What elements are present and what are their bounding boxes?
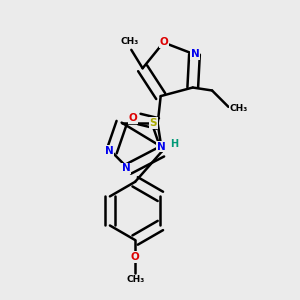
Text: CH₃: CH₃ [121,37,139,46]
Text: O: O [131,252,140,262]
Text: N: N [122,163,130,173]
Text: N: N [105,146,114,156]
Text: CH₃: CH₃ [126,275,144,284]
Text: CH₃: CH₃ [230,104,248,113]
Text: H: H [170,139,178,149]
Text: N: N [157,142,166,152]
Text: O: O [160,37,169,47]
Text: S: S [149,118,157,128]
Text: N: N [191,50,200,59]
Text: O: O [128,113,137,123]
